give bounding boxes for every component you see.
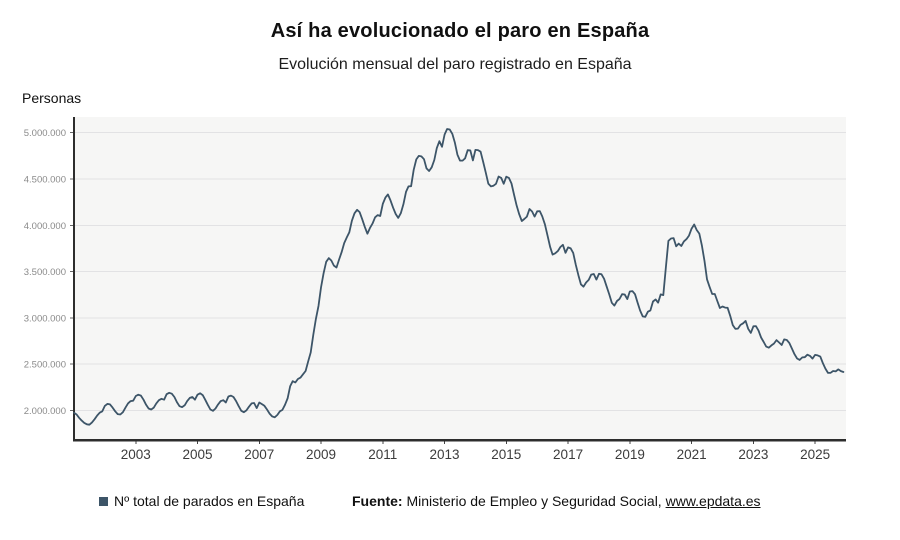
source-link[interactable]: www.epdata.es [665, 493, 761, 509]
source-text: Ministerio de Empleo y Seguridad Social, [402, 493, 666, 509]
source-line: Fuente: Ministerio de Empleo y Seguridad… [352, 493, 761, 509]
x-tick-label: 2015 [491, 447, 521, 462]
x-tick-label: 2011 [368, 447, 397, 462]
series-line [73, 128, 845, 426]
y-tick-label: 3.500.000 [24, 267, 66, 278]
x-tick-label: 2007 [244, 447, 274, 462]
y-tick-label: 4.500.000 [24, 175, 66, 186]
x-tick-label: 2009 [306, 447, 336, 462]
y-axis-unit-label: Personas [22, 90, 82, 106]
page-title: Así ha evolucionado el paro en España [270, 20, 650, 42]
page-subtitle: Evolución mensual del paro registrado en… [278, 56, 632, 73]
x-tick-label: 2025 [800, 447, 830, 462]
y-tick-label: 2.500.000 [24, 360, 66, 371]
source-label: Fuente: [352, 493, 403, 509]
x-tick-label: 2003 [121, 447, 151, 462]
plot-area [74, 117, 846, 440]
chart-legend: Nº total de parados en España [99, 493, 304, 509]
y-tick-label: 2.000.000 [24, 406, 66, 417]
y-tick-label: 3.000.000 [24, 313, 66, 324]
y-tick-label: 4.000.000 [24, 221, 66, 232]
y-tick-label: 5.000.000 [24, 128, 66, 139]
legend-series-label: Nº total de parados en España [114, 493, 305, 509]
legend-swatch [99, 496, 108, 506]
x-tick-label: 2013 [430, 447, 460, 462]
x-tick-label: 2021 [677, 447, 707, 462]
x-tick-label: 2019 [615, 447, 645, 462]
x-tick-label: 2017 [553, 447, 583, 462]
x-tick-label: 2023 [738, 447, 768, 462]
x-tick-label: 2005 [182, 447, 212, 462]
